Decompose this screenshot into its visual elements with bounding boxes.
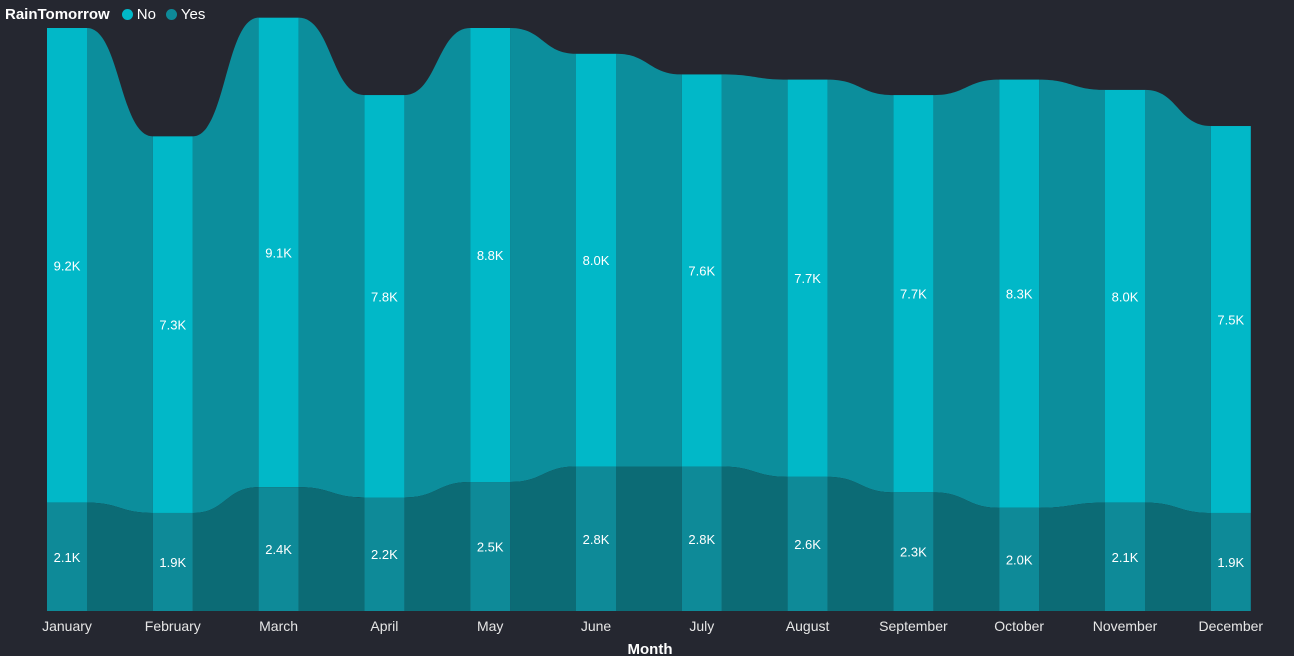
bars-layer xyxy=(47,17,1251,611)
data-label-yes-april: 2.2K xyxy=(371,547,398,562)
bar-no-august[interactable] xyxy=(787,79,828,477)
data-label-yes-december: 1.9K xyxy=(1217,555,1244,570)
bar-yes-july[interactable] xyxy=(681,466,722,611)
data-label-no-november: 8.0K xyxy=(1112,289,1139,304)
bar-yes-january[interactable] xyxy=(47,502,87,611)
data-label-no-june: 8.0K xyxy=(583,253,610,268)
ribbon-yes-september-october[interactable] xyxy=(933,492,1000,611)
x-tick-may: May xyxy=(477,618,503,634)
legend-title: RainTomorrow xyxy=(5,6,110,23)
x-tick-december: December xyxy=(1199,618,1264,634)
data-label-no-december: 7.5K xyxy=(1217,313,1244,328)
legend-marker-no xyxy=(121,9,133,20)
bar-yes-may[interactable] xyxy=(470,482,511,611)
bar-no-june[interactable] xyxy=(576,53,616,467)
x-tick-march: March xyxy=(259,618,298,634)
data-label-no-april: 7.8K xyxy=(371,289,398,304)
data-label-no-may: 8.8K xyxy=(477,248,504,263)
ribbon-no-august-september[interactable] xyxy=(827,79,894,493)
ribbon-yes-june-july[interactable] xyxy=(616,466,682,611)
ribbon-yes-january-february[interactable] xyxy=(87,502,153,611)
bar-no-february[interactable] xyxy=(152,136,193,513)
ribbon-yes-march-april[interactable] xyxy=(298,487,365,611)
x-tick-july: July xyxy=(689,618,714,634)
x-tick-april: April xyxy=(370,618,398,634)
data-label-yes-june: 2.8K xyxy=(583,532,610,547)
bar-no-december[interactable] xyxy=(1210,126,1251,513)
bar-yes-february[interactable] xyxy=(152,512,193,611)
bar-yes-october[interactable] xyxy=(999,507,1040,611)
ribbon-yes-april-may[interactable] xyxy=(404,482,471,611)
x-axis-title: Month xyxy=(628,641,673,656)
data-label-yes-september: 2.3K xyxy=(900,545,927,560)
bar-yes-april[interactable] xyxy=(364,497,405,611)
bar-no-july[interactable] xyxy=(681,74,722,467)
bar-no-november[interactable] xyxy=(1105,89,1145,503)
ribbons-layer xyxy=(87,17,1211,611)
data-label-no-january: 9.2K xyxy=(54,258,81,273)
x-axis-ticks: January February March April May June July Augu… xyxy=(42,618,1263,634)
bar-yes-june[interactable] xyxy=(576,466,616,611)
x-tick-november: November xyxy=(1093,618,1158,634)
legend-label-yes: Yes xyxy=(180,6,206,23)
data-label-yes-march: 2.4K xyxy=(265,542,292,557)
x-tick-october: October xyxy=(994,618,1044,634)
data-label-yes-january: 2.1K xyxy=(54,550,81,565)
ribbon-yes-february-march[interactable] xyxy=(192,487,259,611)
bar-no-january[interactable] xyxy=(47,28,87,503)
x-tick-january: January xyxy=(42,618,92,634)
legend-item-yes[interactable]: Yes xyxy=(165,6,206,23)
ribbon-no-november-december[interactable] xyxy=(1145,89,1211,513)
ribbon-yes-may-june[interactable] xyxy=(510,466,576,611)
x-tick-june: June xyxy=(581,618,612,634)
ribbon-no-july-august[interactable] xyxy=(721,74,788,477)
ribbon-no-april-may[interactable] xyxy=(404,28,471,498)
x-tick-february: February xyxy=(145,618,201,634)
data-label-no-august: 7.7K xyxy=(794,271,821,286)
bar-no-may[interactable] xyxy=(470,28,511,483)
bar-yes-november[interactable] xyxy=(1105,502,1145,611)
legend-item-no[interactable]: No xyxy=(121,6,156,23)
legend-label-no: No xyxy=(136,6,156,23)
bar-no-september[interactable] xyxy=(893,95,934,493)
ribbon-no-may-june[interactable] xyxy=(510,28,576,483)
legend: RainTomorrow No Yes xyxy=(5,6,209,23)
data-label-no-february: 7.3K xyxy=(159,318,186,333)
data-label-no-october: 8.3K xyxy=(1006,287,1033,302)
bar-yes-december[interactable] xyxy=(1210,512,1251,611)
x-tick-september: September xyxy=(879,618,948,634)
data-label-yes-february: 1.9K xyxy=(159,555,186,570)
ribbon-no-february-march[interactable] xyxy=(192,17,259,513)
bar-no-march[interactable] xyxy=(258,17,299,488)
data-label-yes-july: 2.8K xyxy=(688,532,715,547)
ribbon-no-march-april[interactable] xyxy=(298,17,365,498)
bar-yes-august[interactable] xyxy=(787,476,828,611)
data-label-yes-august: 2.6K xyxy=(794,537,821,552)
data-label-no-march: 9.1K xyxy=(265,245,292,260)
data-label-no-september: 7.7K xyxy=(900,287,927,302)
x-tick-august: August xyxy=(786,618,830,634)
ribbon-no-june-july[interactable] xyxy=(616,53,682,467)
data-label-yes-may: 2.5K xyxy=(477,540,504,555)
ribbon-no-september-october[interactable] xyxy=(933,79,1000,508)
data-label-no-july: 7.6K xyxy=(688,263,715,278)
data-label-yes-november: 2.1K xyxy=(1112,550,1139,565)
data-labels-layer: 9.2K 2.1K 7.3K 1.9K 9.1K 2.4K 7.8K 2.2K 8.8K 2.5K… xyxy=(54,245,1245,570)
data-label-yes-october: 2.0K xyxy=(1006,552,1033,567)
ribbon-yes-july-august[interactable] xyxy=(721,466,788,611)
ribbon-no-january-february[interactable] xyxy=(87,28,153,513)
ribbon-yes-october-november[interactable] xyxy=(1039,502,1105,611)
bar-yes-september[interactable] xyxy=(893,492,934,611)
bar-yes-march[interactable] xyxy=(258,487,299,611)
ribbon-yes-november-december[interactable] xyxy=(1145,502,1211,611)
bar-no-october[interactable] xyxy=(999,79,1040,508)
legend-marker-yes xyxy=(165,9,177,20)
ribbon-yes-august-september[interactable] xyxy=(827,476,894,611)
bar-no-april[interactable] xyxy=(364,95,405,498)
ribbon-no-october-november[interactable] xyxy=(1039,79,1105,508)
